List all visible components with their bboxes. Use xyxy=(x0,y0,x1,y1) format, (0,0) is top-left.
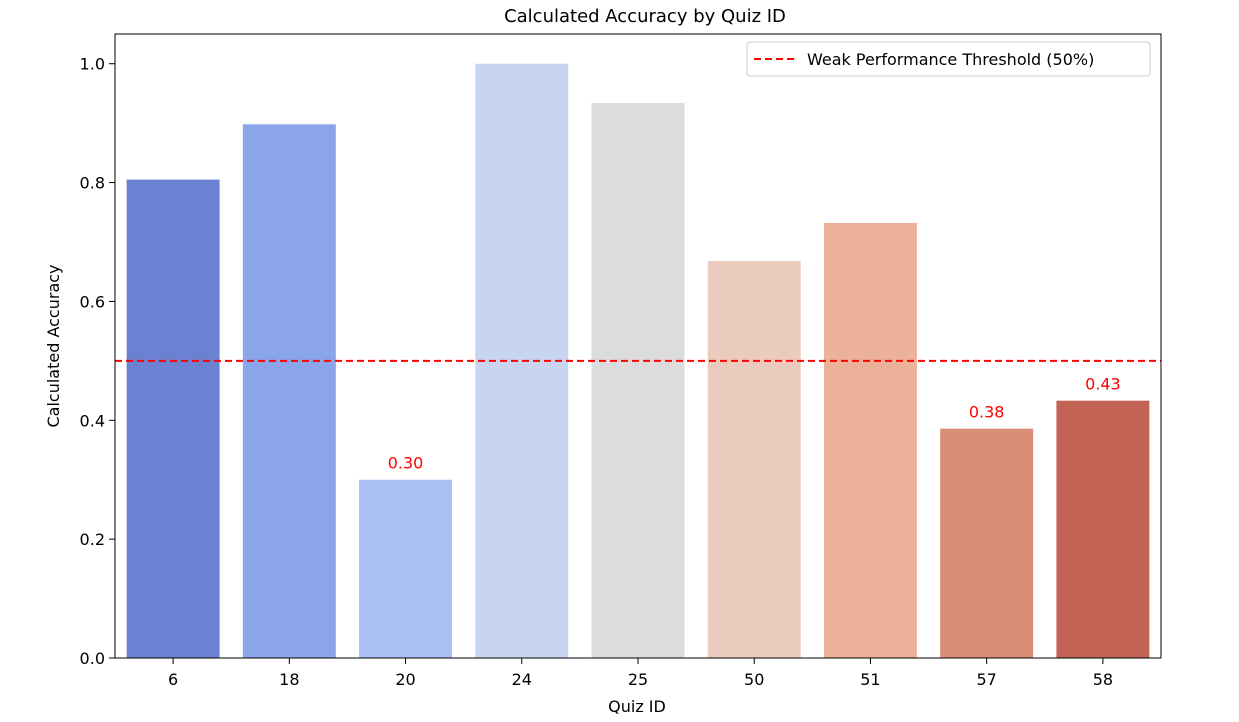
bars-group xyxy=(126,63,1150,659)
bar-quiz-50 xyxy=(707,261,801,658)
bar-quiz-18 xyxy=(242,124,336,659)
x-tick-label: 24 xyxy=(512,670,532,689)
annotations-group: 0.30 0.38 0.43 xyxy=(388,375,1121,473)
x-tick-label: 50 xyxy=(744,670,764,689)
bar-quiz-51 xyxy=(823,222,917,659)
y-tick-label: 0.0 xyxy=(80,649,105,668)
bar-quiz-20 xyxy=(359,479,453,658)
y-tick-label: 0.8 xyxy=(80,174,105,193)
y-axis-label: Calculated Accuracy xyxy=(44,264,63,427)
y-tick-label: 0.6 xyxy=(80,292,105,311)
y-axis: 0.0 0.2 0.4 0.6 0.8 1.0 xyxy=(80,55,115,668)
x-axis-label: Quiz ID xyxy=(608,697,666,716)
bar-quiz-58 xyxy=(1056,400,1150,658)
y-tick-label: 0.2 xyxy=(80,530,105,549)
x-tick-label: 18 xyxy=(279,670,299,689)
bar-value-label: 0.30 xyxy=(388,454,424,473)
legend-box xyxy=(746,41,1151,77)
legend-threshold-label: Weak Performance Threshold (50%) xyxy=(807,50,1094,69)
x-tick-label: 25 xyxy=(628,670,648,689)
bar-quiz-25 xyxy=(591,102,685,659)
x-axis: 6 18 20 24 25 50 51 57 58 xyxy=(168,658,1113,689)
bar-value-label: 0.43 xyxy=(1085,375,1121,394)
x-tick-label: 58 xyxy=(1093,670,1113,689)
y-tick-label: 0.4 xyxy=(80,411,105,430)
x-tick-label: 6 xyxy=(168,670,178,689)
plot-frame xyxy=(114,33,1162,659)
bar-quiz-6 xyxy=(126,179,220,658)
x-tick-label: 20 xyxy=(395,670,415,689)
bar-quiz-57 xyxy=(940,428,1034,658)
y-tick-label: 1.0 xyxy=(80,55,105,74)
chart-title: Calculated Accuracy by Quiz ID xyxy=(504,6,786,27)
legend: Weak Performance Threshold (50%) xyxy=(746,41,1151,77)
x-tick-label: 51 xyxy=(860,670,880,689)
bar-value-label: 0.38 xyxy=(969,403,1005,422)
x-tick-label: 57 xyxy=(976,670,996,689)
